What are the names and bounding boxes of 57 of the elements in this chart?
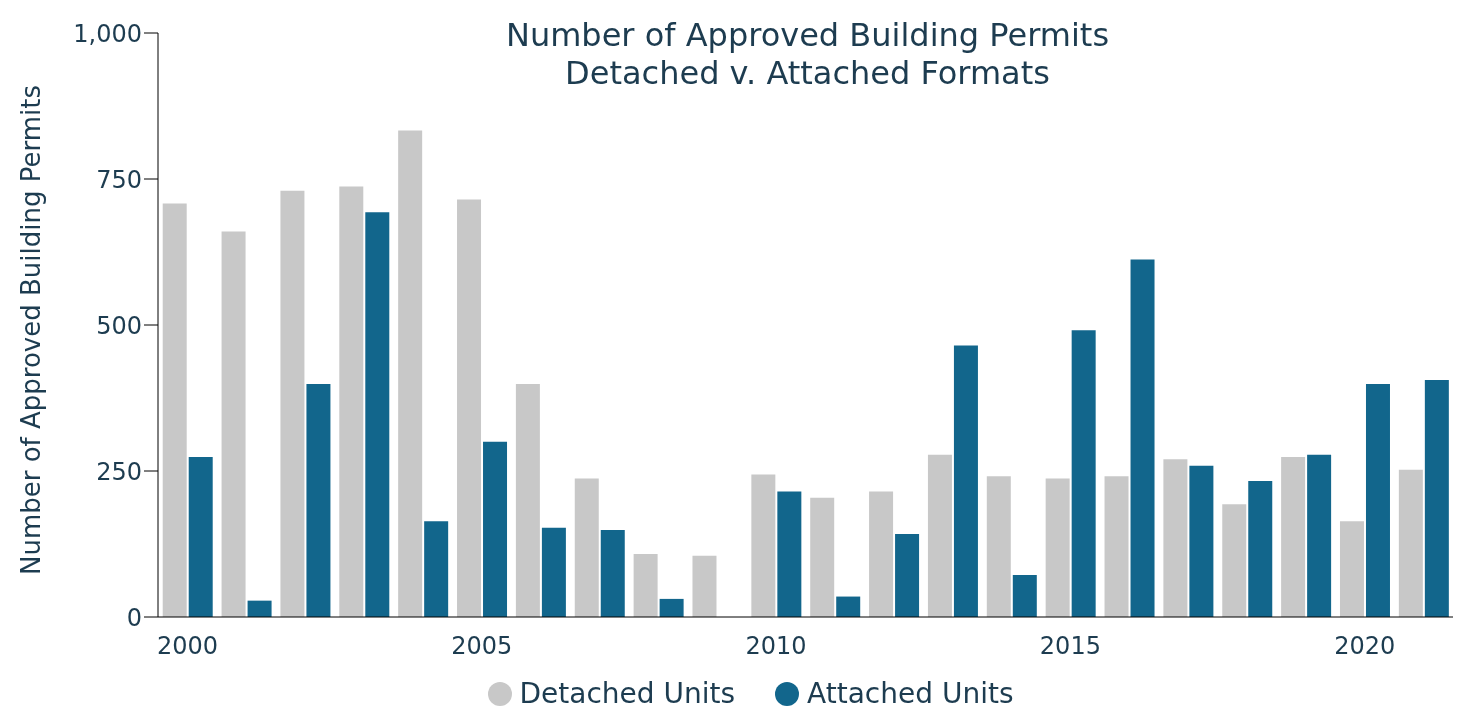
- bar: [986, 476, 1011, 617]
- bar: [1365, 383, 1390, 617]
- bar: [895, 534, 920, 617]
- bar: [162, 203, 187, 617]
- bar: [221, 231, 246, 617]
- bar: [777, 491, 802, 617]
- bar: [1189, 465, 1214, 617]
- bar: [1012, 574, 1037, 617]
- bar: [1248, 480, 1273, 617]
- bar: [483, 441, 508, 617]
- bar: [1130, 259, 1155, 617]
- bar: [574, 478, 599, 617]
- y-tick-label: 250: [96, 457, 142, 486]
- bar: [1307, 454, 1332, 617]
- bar: [1424, 379, 1449, 617]
- x-tick-label: 2010: [745, 632, 807, 661]
- bar: [1163, 459, 1188, 617]
- bar: [398, 130, 423, 617]
- bar: [633, 553, 658, 617]
- bar: [280, 190, 305, 617]
- y-tick-label: 500: [96, 311, 142, 340]
- y-tick-label: 0: [126, 603, 142, 632]
- bar: [188, 456, 213, 617]
- legend-label: Attached Units: [807, 677, 1014, 710]
- bar: [927, 454, 952, 617]
- bar: [365, 212, 390, 617]
- y-tick-label: 1,000: [73, 19, 142, 48]
- bar: [810, 497, 835, 617]
- chart-title: Number of Approved Building Permits Detached v. Attached Formats: [504, 16, 1111, 92]
- x-tick-label: 2020: [1334, 632, 1396, 661]
- bar: [1222, 504, 1247, 617]
- bar: [659, 598, 684, 617]
- bar: [600, 529, 625, 617]
- bar: [247, 600, 272, 617]
- bar: [339, 186, 364, 617]
- bar: [1104, 476, 1129, 617]
- bar: [1281, 456, 1306, 617]
- bar: [869, 491, 894, 617]
- legend-label: Detached Units: [519, 677, 736, 710]
- bar: [515, 383, 540, 617]
- bar: [1071, 330, 1096, 617]
- bar: [1045, 478, 1070, 617]
- bar: [953, 345, 978, 617]
- bar: [751, 474, 776, 617]
- y-tick-label: 750: [96, 165, 142, 194]
- bar: [692, 555, 717, 617]
- bar: [424, 521, 449, 617]
- bar: [541, 527, 566, 617]
- bar: [306, 383, 331, 617]
- x-tick-label: 2015: [1039, 632, 1101, 661]
- bar: [457, 199, 482, 617]
- x-tick-label: 2000: [156, 632, 218, 661]
- bar: [1339, 521, 1364, 617]
- x-tick-label: 2005: [451, 632, 513, 661]
- y-axis-title: Number of Approved Building Permits: [16, 84, 47, 575]
- bar: [1398, 469, 1423, 617]
- bar: [836, 596, 861, 617]
